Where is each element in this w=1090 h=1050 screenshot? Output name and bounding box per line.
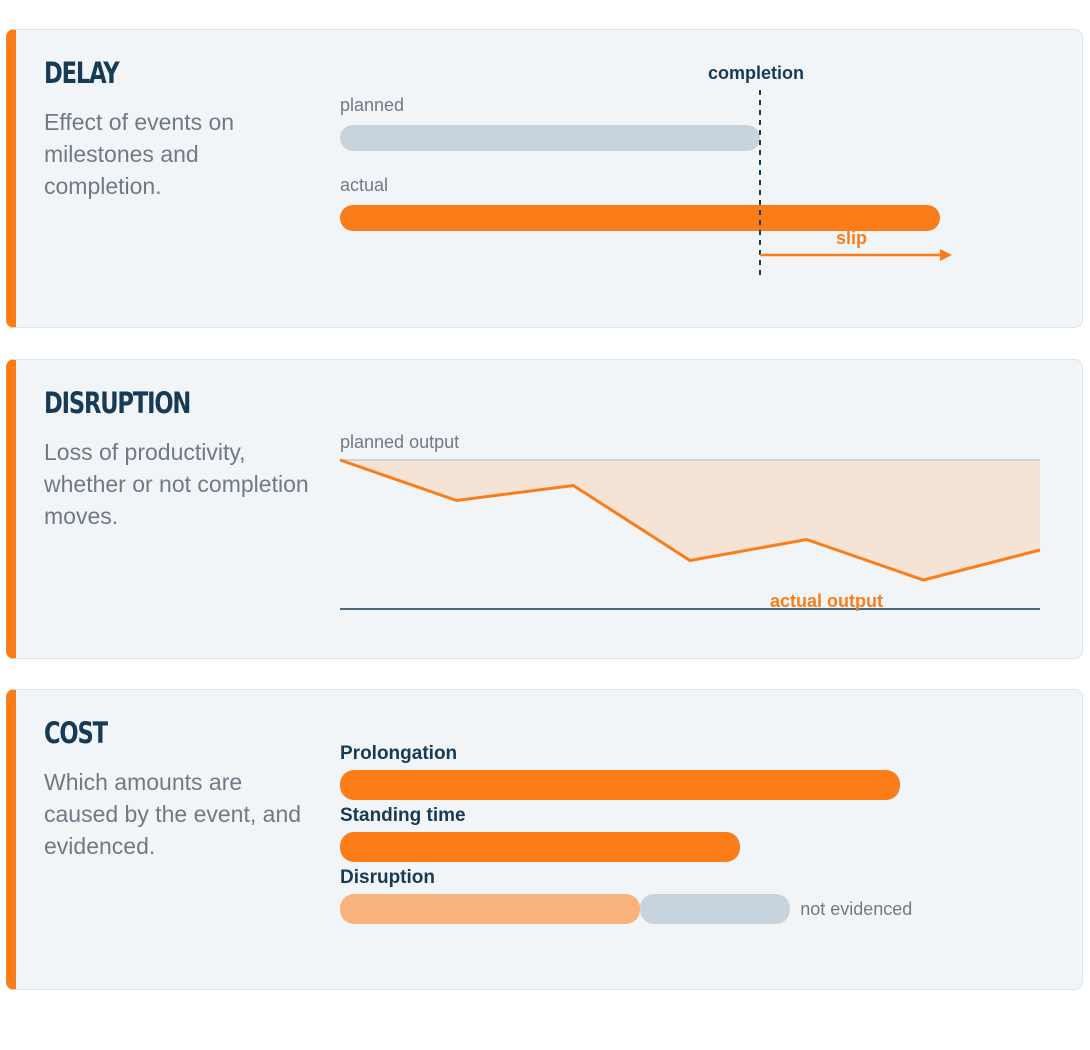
- prolongation-bar: [340, 770, 900, 800]
- output-shortfall-area: [340, 460, 1040, 580]
- disruption-title: DISRUPTION: [44, 386, 191, 420]
- slip-arrow-head: [940, 249, 952, 261]
- planned-bar: [340, 125, 760, 151]
- disruption-description: Loss of productivity, whether or not com…: [44, 439, 309, 529]
- disruption-evidenced-bar: [340, 894, 641, 924]
- slip-label: slip: [836, 228, 868, 248]
- disruption-cost-label: Disruption: [340, 867, 435, 888]
- delay-card: DELAY Effect of events on milestones and…: [6, 29, 1083, 328]
- actual-label: actual: [340, 175, 389, 195]
- planned-label: planned: [340, 95, 405, 115]
- not-evidenced-label: not evidenced: [800, 899, 913, 919]
- actual-output-line: [339, 458, 1041, 582]
- planned-output-label: planned output: [340, 432, 460, 452]
- delay-title: DELAY: [44, 56, 120, 90]
- completion-label: completion: [708, 63, 805, 83]
- cost-title: COST: [44, 716, 108, 750]
- prolongation-label: Prolongation: [340, 743, 458, 764]
- standing-time-label: Standing time: [340, 805, 466, 826]
- actual-output-label: actual output: [770, 591, 883, 611]
- disruption-not-evidenced-bar: [640, 894, 791, 924]
- cost-description: Which amounts are caused by the event, a…: [44, 769, 302, 859]
- actual-bar: [340, 205, 940, 231]
- standing-time-bar: [340, 832, 740, 862]
- delay-description: Effect of events on milestones and compl…: [44, 109, 235, 199]
